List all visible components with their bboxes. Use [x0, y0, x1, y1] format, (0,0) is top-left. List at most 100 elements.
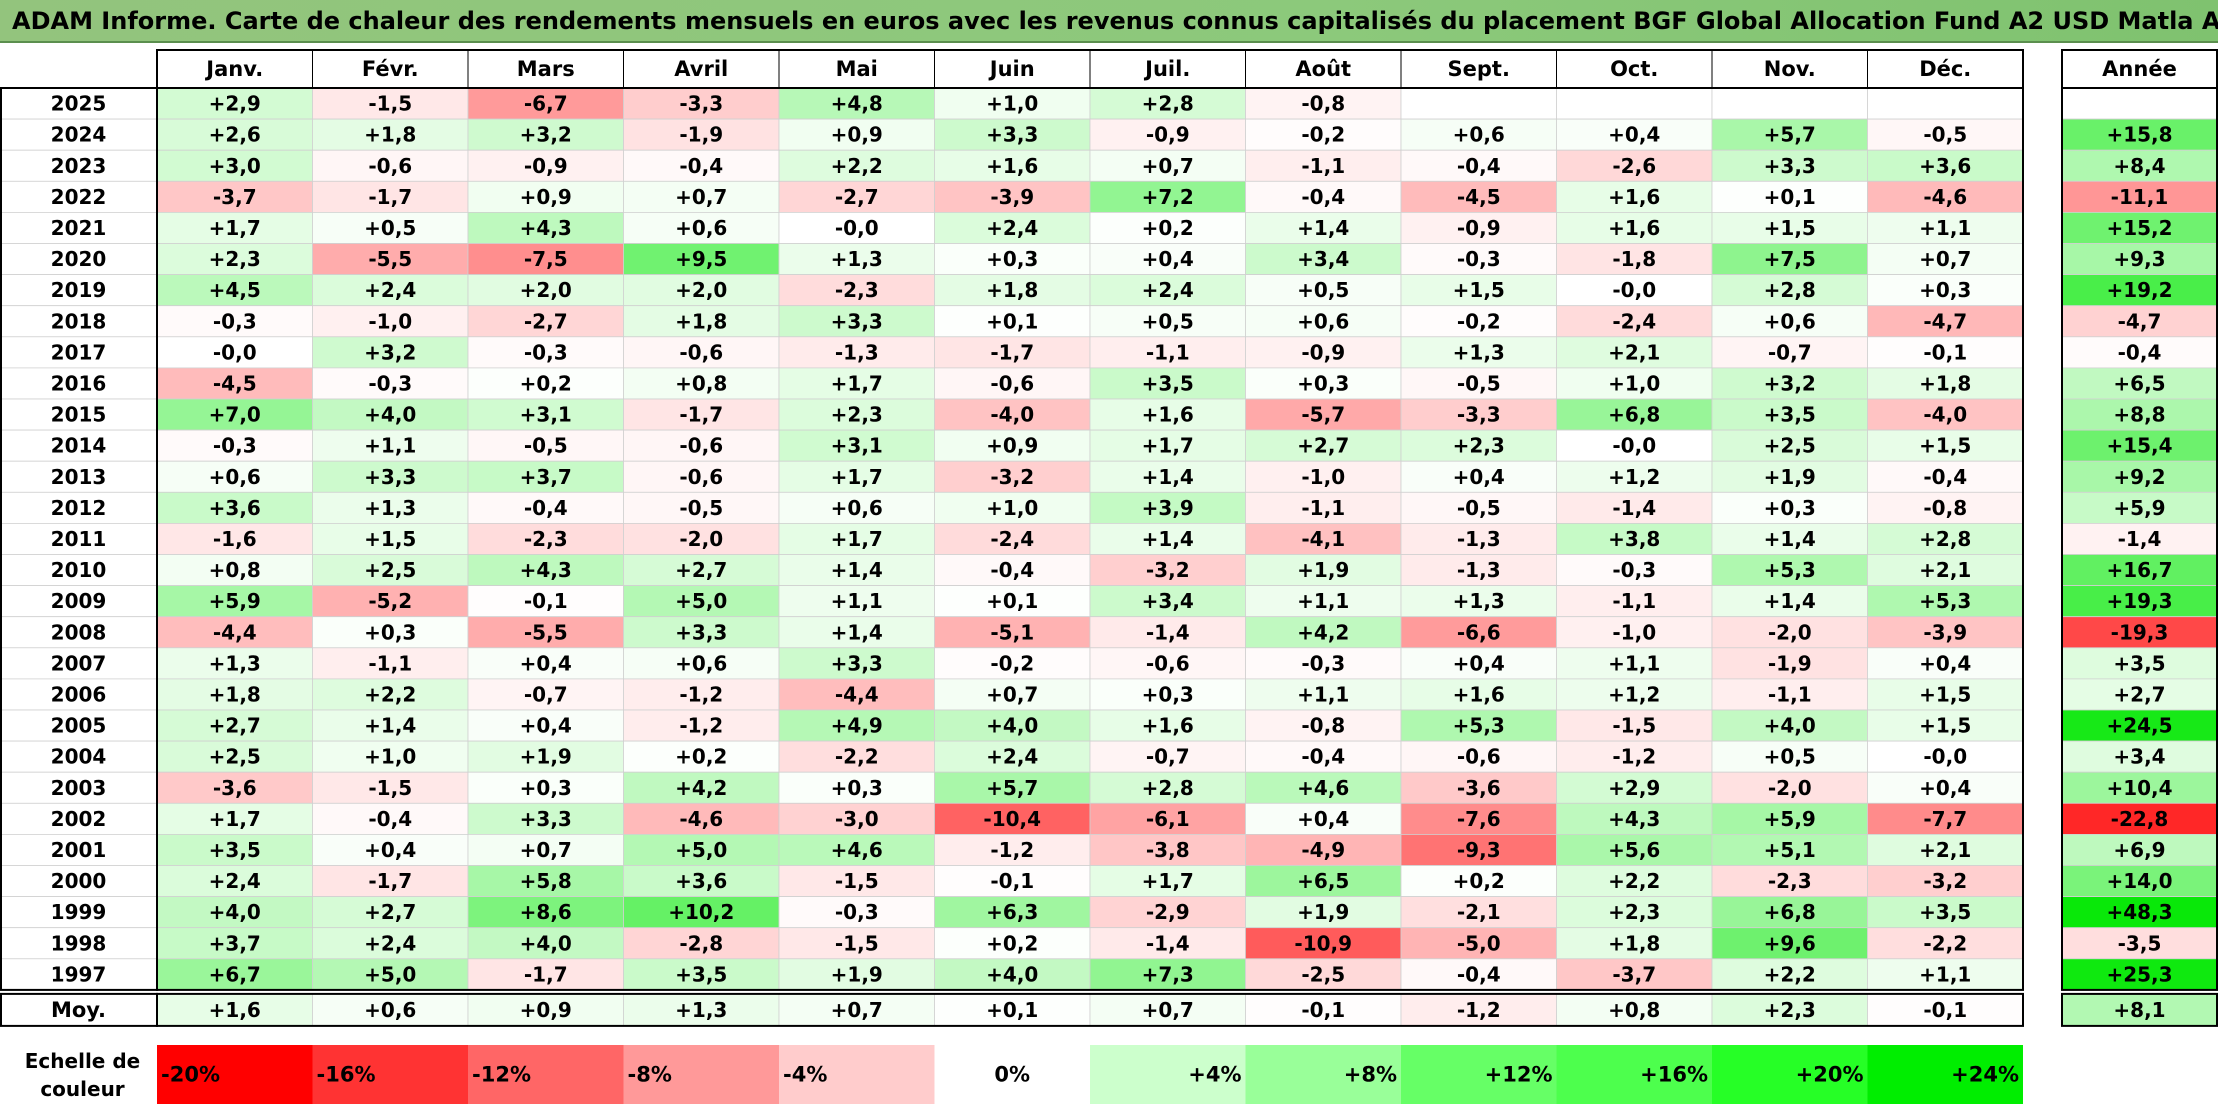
- cell-value: -0,4: [1457, 154, 1501, 178]
- heatmap-cell: [1245, 491, 1402, 524]
- table-row: [0, 834, 2218, 866]
- cell-value: +1,4: [1764, 589, 1816, 613]
- heatmap-cell: [1711, 896, 1868, 929]
- annual-value: +15,4: [2106, 434, 2172, 458]
- heatmap-cell: [778, 709, 935, 742]
- cell-value: +1,8: [1608, 931, 1660, 955]
- heatmap-cell: [312, 865, 469, 898]
- heatmap-cell: [778, 398, 935, 431]
- heatmap-cell: [312, 647, 469, 680]
- heatmap-cell: [934, 647, 1091, 680]
- cell-value: +1,4: [1764, 527, 1816, 551]
- cell-value: +1,5: [1919, 714, 1971, 738]
- cell-value: -4,5: [213, 371, 257, 395]
- annual-cell: [2061, 896, 2218, 929]
- heatmap-cell: [1556, 491, 1713, 524]
- year-label: 2003: [51, 776, 107, 800]
- heatmap-cell: [1089, 834, 1246, 866]
- annual-cell: [2061, 87, 2218, 120]
- cell-value: -0,2: [1457, 309, 1501, 333]
- cell-value: +5,7: [986, 776, 1038, 800]
- annual-cell: [2061, 927, 2218, 960]
- heatmap-cell: [467, 398, 624, 431]
- annual-value: +6,9: [2113, 838, 2165, 862]
- heatmap-cell: [467, 460, 624, 493]
- heatmap-cell: [1867, 709, 2024, 742]
- cell-value: -2,0: [679, 527, 723, 551]
- annual-value: +8,8: [2113, 403, 2165, 427]
- heatmap-cell: [1711, 740, 1868, 773]
- cell-value: +4,0: [986, 714, 1038, 738]
- heatmap-cell: [1867, 865, 2024, 898]
- annual-column-frame: [2061, 87, 2218, 991]
- annual-cell: [2061, 523, 2218, 555]
- cell-value: +0,3: [1297, 371, 1349, 395]
- cell-value: +0,3: [1919, 278, 1971, 302]
- year-cell: [0, 740, 158, 773]
- heatmap-cell: [1089, 554, 1246, 587]
- annual-value: +19,2: [2106, 278, 2172, 302]
- cell-value: -6,1: [1146, 807, 1190, 831]
- cell-value: +0,7: [986, 682, 1038, 706]
- year-label: 2018: [51, 309, 107, 333]
- heatmap-cell: [1245, 554, 1402, 587]
- heatmap-cell: [623, 429, 780, 462]
- heatmap-cell: [312, 616, 469, 649]
- cell-value: -4,7: [1923, 309, 1967, 333]
- month-header: Août: [1295, 57, 1351, 81]
- cell-value: +9,5: [675, 247, 727, 271]
- annual-cell: [2061, 740, 2218, 773]
- heatmap-cell: [1089, 802, 1246, 835]
- heatmap-cell: [623, 927, 780, 960]
- cell-value: -7,5: [524, 247, 568, 271]
- scale-stop-label: 0%: [994, 1063, 1030, 1087]
- cell-value: -0,4: [990, 558, 1034, 582]
- year-label: 2013: [51, 465, 107, 489]
- average-cell: [156, 993, 313, 1027]
- cell-value: -1,3: [1457, 558, 1501, 582]
- cell-value: -10,4: [983, 807, 1041, 831]
- scale-stop-label: +16%: [1640, 1063, 1708, 1087]
- heatmap-cell: [1089, 180, 1246, 213]
- scale-swatch: [1867, 1045, 2023, 1104]
- cell-value: +4,8: [831, 92, 883, 116]
- cell-value: +1,0: [364, 745, 416, 769]
- cell-value: -5,5: [368, 247, 412, 271]
- heatmap-cell: [156, 740, 313, 773]
- heatmap-cell: [312, 554, 469, 587]
- cell-value: +0,3: [1142, 682, 1194, 706]
- year-label: 2011: [51, 527, 107, 551]
- heatmap-cell: [1711, 398, 1868, 431]
- heatmap-cell: [1556, 585, 1713, 618]
- year-label: 2000: [51, 869, 107, 893]
- heatmap-cell: [934, 958, 1091, 991]
- cell-value: -0,4: [368, 807, 412, 831]
- cell-value: -2,7: [835, 185, 879, 209]
- cell-value: -0,9: [524, 154, 568, 178]
- average-cell: [623, 993, 780, 1027]
- cell-value: -2,0: [1768, 776, 1812, 800]
- heatmap-cell: [1556, 211, 1713, 244]
- cell-value: -1,1: [1612, 589, 1656, 613]
- heatmap-cell: [1400, 460, 1557, 493]
- cell-value: +4,9: [831, 714, 883, 738]
- cell-value: -3,2: [1146, 558, 1190, 582]
- heatmap-cell: [623, 958, 780, 991]
- annual-cell: [2061, 616, 2218, 649]
- heatmap-cell: [1867, 460, 2024, 493]
- cell-value: +3,3: [520, 807, 572, 831]
- heatmap-cell: [1400, 87, 1557, 120]
- heatmap-cell: [934, 243, 1091, 276]
- average-value: -1,2: [1457, 998, 1501, 1022]
- cell-value: +1,3: [1453, 340, 1505, 364]
- cell-value: -0,2: [990, 651, 1034, 675]
- heatmap-cell: [934, 896, 1091, 929]
- cell-value: +1,4: [1142, 465, 1194, 489]
- heatmap-cell: [934, 771, 1091, 804]
- cell-value: +4,0: [364, 403, 416, 427]
- cell-value: +2,5: [209, 745, 261, 769]
- average-label-cell: [0, 992, 158, 1027]
- cell-value: +5,0: [364, 962, 416, 986]
- heatmap-cell: [778, 367, 935, 400]
- month-header: Oct.: [1610, 57, 1658, 81]
